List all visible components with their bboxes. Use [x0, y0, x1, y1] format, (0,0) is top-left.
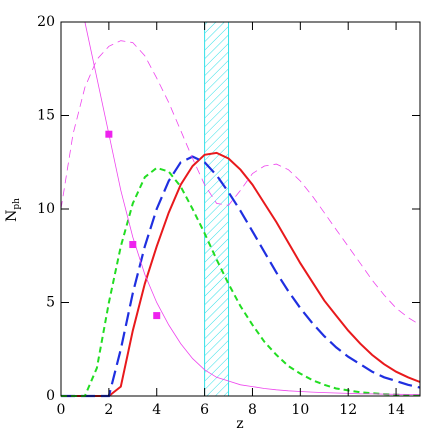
highlight-band: [204, 21, 230, 397]
x-tick-label: 14: [387, 402, 405, 418]
plot-frame: [60, 21, 421, 397]
x-tick-label: 8: [248, 402, 257, 418]
y-tick-label: 0: [46, 388, 55, 404]
y-tick-label: 20: [37, 14, 55, 30]
x-tick-label: 0: [57, 402, 66, 418]
y-axis-label-sub: ph: [12, 198, 22, 210]
data-line: [61, 155, 421, 398]
x-axis-label: z: [236, 416, 243, 432]
y-tick-label: 5: [46, 295, 55, 311]
y-tick-label: 10: [37, 201, 55, 217]
x-tick-label: 6: [200, 402, 209, 418]
data-point: [105, 130, 113, 138]
data-line: [84, 21, 421, 395]
y-axis-label-main: N: [4, 210, 20, 222]
data-line: [61, 166, 421, 397]
x-tick-label: 12: [339, 402, 357, 418]
y-axis-label: Nph: [4, 198, 22, 222]
x-tick-label: 4: [152, 402, 161, 418]
data-line: [61, 151, 421, 397]
x-tick-label: 10: [291, 402, 309, 418]
y-tick-label: 15: [37, 108, 55, 124]
x-tick-label: 2: [104, 402, 113, 418]
data-point: [153, 312, 161, 320]
data-line: [60, 40, 421, 326]
data-point: [129, 241, 137, 249]
